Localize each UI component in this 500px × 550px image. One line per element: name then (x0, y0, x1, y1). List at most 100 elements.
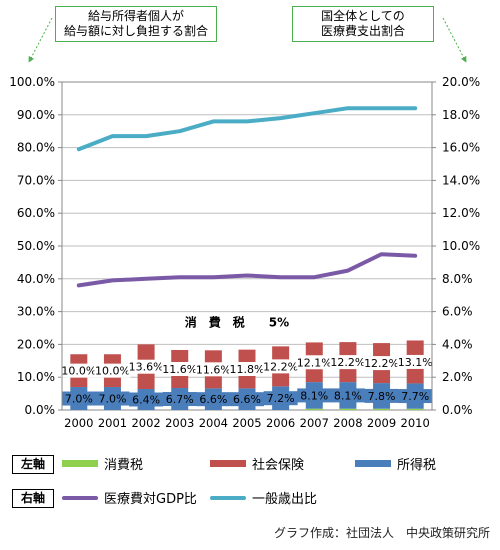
social-insurance-label-bg (363, 356, 400, 371)
social-insurance-data-label: 12.2% (364, 357, 399, 370)
legend-swatch-consumption-tax (62, 460, 98, 467)
note-left-axis: 給与所得者個人が 給与額に対し負担する割合 (55, 6, 217, 42)
social-insurance-label-bg (296, 355, 333, 370)
right-axis-tick-label: 16.0% (442, 141, 480, 155)
legend-swatch-social-insurance (210, 460, 246, 467)
social-insurance-label-bg (195, 362, 232, 377)
income-tax-data-label: 8.1% (300, 389, 328, 402)
legend-item-social-insurance: 社会保険 (210, 454, 304, 473)
left-axis-tick-label: 10.0% (17, 370, 55, 384)
social-insurance-label-bg (94, 363, 131, 378)
note-left-arrow (28, 17, 53, 63)
left-axis-tick-label: 60.0% (17, 206, 55, 220)
right-axis-tick-label: 14.0% (442, 173, 480, 187)
legend-item-medical-gdp: 医療費対GDP比 (62, 488, 197, 507)
social-insurance-label-bg (128, 359, 165, 374)
line-general-expenditure (76, 106, 418, 152)
left-axis-tick-label: 30.0% (17, 305, 55, 319)
income-tax-data-label: 6.6% (233, 393, 261, 406)
right-axis-tick-label: 4.0% (442, 337, 473, 351)
income-tax-data-label: 6.4% (132, 394, 160, 407)
legend-left-axis-label: 左軸 (12, 455, 54, 474)
bar-consumption-tax (305, 408, 323, 410)
bar-consumption-tax (406, 408, 424, 410)
social-insurance-data-label: 11.6% (162, 363, 197, 376)
legend-swatch-medical-gdp (62, 495, 98, 500)
right-axis-tick-label: 10.0% (442, 239, 480, 253)
legend-item-income-tax: 所得税 (355, 454, 436, 473)
legend-label-income-tax: 所得税 (397, 458, 437, 473)
left-axis-tick-label: 20.0% (17, 337, 55, 351)
x-axis-tick-label: 2000 (64, 416, 93, 430)
income-tax-label-bg (129, 392, 164, 407)
income-tax-data-label: 7.8% (368, 390, 396, 403)
income-tax-label-bg (61, 391, 96, 406)
social-insurance-label-bg (262, 359, 299, 374)
note-right-axis: 国全体としての 医療費支出割合 (292, 6, 434, 42)
social-insurance-label-bg (329, 355, 366, 370)
left-axis-tick-label: 50.0% (17, 239, 55, 253)
bar-consumption-tax (373, 408, 391, 410)
chart-credit: グラフ作成：社団法人 中央政策研究所 (273, 526, 490, 540)
income-tax-label-bg (230, 392, 264, 407)
plot-area: 0.0% 10.0% 20.0% 30.0% 40.0% 50.0% 60.0% 70.0% 8… (9, 75, 480, 430)
income-tax-data-label: 7.0% (65, 393, 93, 406)
x-axis-tick-label: 2006 (266, 416, 295, 430)
x-axis-tick-label: 2009 (367, 416, 396, 430)
income-tax-label-bg (330, 388, 365, 403)
right-axis-tick-label: 18.0% (442, 108, 480, 122)
social-insurance-data-label: 12.2% (263, 360, 298, 373)
consumption-tax-annotation: 消 費 税 5% (185, 314, 289, 329)
income-tax-label-bg (162, 392, 197, 407)
income-tax-label-bg (364, 388, 399, 403)
x-axis-tick-label: 2004 (199, 416, 228, 430)
income-tax-data-label: 6.7% (166, 393, 194, 406)
right-axis-tick-label: 6.0% (442, 305, 473, 319)
social-insurance-label-bg (397, 354, 434, 369)
income-tax-label-bg (196, 392, 231, 407)
left-axis-tick-label: 0.0% (25, 403, 56, 417)
legend-label-general-expenditure: 一般歳出比 (252, 492, 318, 507)
legend-item-consumption-tax: 消費税 (62, 454, 143, 473)
social-insurance-label-bg (229, 362, 265, 376)
social-insurance-data-label: 13.6% (129, 361, 164, 374)
left-axis-tick-label: 40.0% (17, 272, 55, 286)
right-axis-tick-label: 0.0% (442, 403, 473, 417)
income-tax-data-label: 6.6% (199, 393, 227, 406)
legend-label-consumption-tax: 消費税 (104, 458, 144, 473)
legend-swatch-general-expenditure (210, 495, 246, 500)
note-left-text: 給与所得者個人が 給与額に対し負担する割合 (63, 9, 208, 38)
social-insurance-label-bg (161, 362, 198, 376)
social-insurance-data-label: 12.2% (330, 356, 365, 369)
income-tax-label-bg (297, 388, 332, 403)
left-axis-tick-label: 80.0% (17, 141, 55, 155)
income-tax-data-label: 7.0% (98, 393, 126, 406)
left-axis-tick-label: 70.0% (17, 173, 55, 187)
social-insurance-data-label: 11.6% (196, 363, 231, 376)
x-axis-tick-label: 2003 (165, 416, 194, 430)
line-medical-gdp (76, 252, 418, 288)
note-right-text: 国全体としての 医療費支出割合 (320, 9, 405, 38)
right-axis-tick-label: 20.0% (442, 75, 480, 89)
x-axis-tick-label: 2010 (401, 416, 430, 430)
social-insurance-data-label: 12.1% (297, 356, 332, 369)
income-tax-data-label: 8.1% (334, 389, 362, 402)
income-tax-data-label: 7.7% (401, 390, 429, 403)
social-insurance-data-label: 10.0% (61, 365, 96, 378)
x-axis-tick-label: 2005 (232, 416, 261, 430)
x-axis-tick-label: 2002 (131, 416, 160, 430)
legend-right-axis-label: 右軸 (12, 489, 54, 508)
right-axis-tick-label: 8.0% (442, 272, 473, 286)
legend-swatch-income-tax (355, 460, 391, 467)
bar-consumption-tax (339, 408, 357, 410)
x-axis-tick-label: 2008 (333, 416, 362, 430)
social-insurance-data-label: 10.0% (95, 365, 130, 378)
left-axis-tick-label: 100.0% (9, 75, 55, 89)
legend-item-general-expenditure: 一般歳出比 (210, 488, 317, 507)
income-tax-label-bg (398, 389, 433, 404)
social-insurance-data-label: 13.1% (398, 356, 433, 369)
note-right-arrow (442, 17, 467, 63)
income-tax-label-bg (263, 391, 298, 406)
x-axis-tick-label: 2001 (98, 416, 127, 430)
